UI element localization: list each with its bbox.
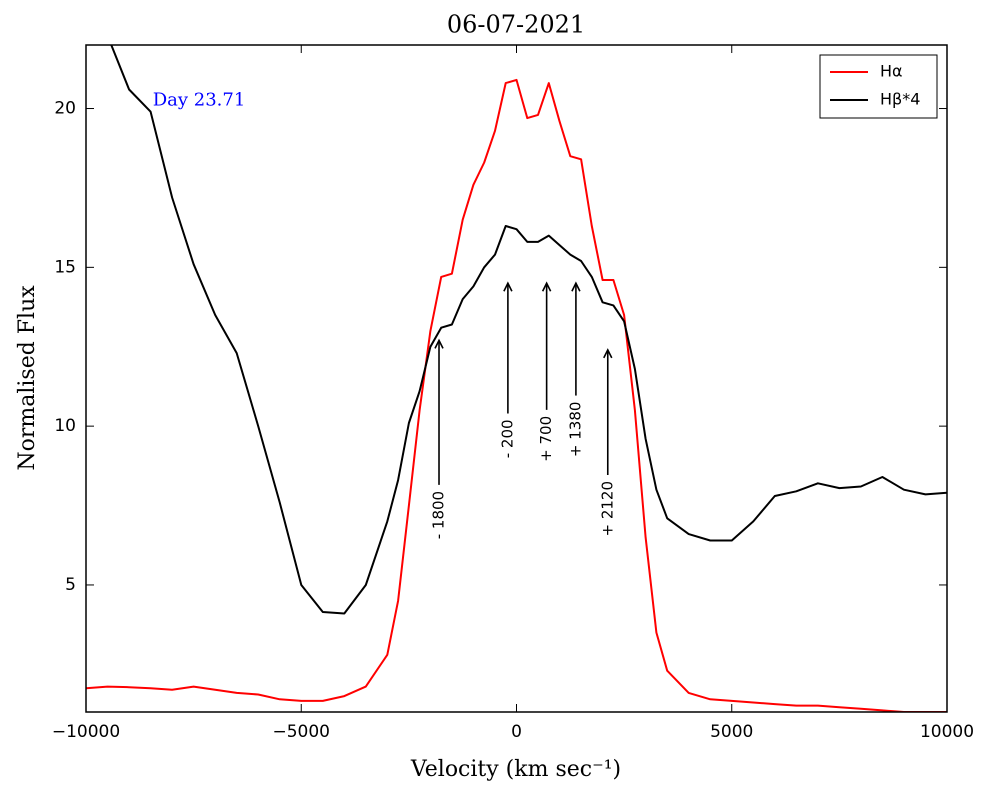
x-tick-label: 0: [511, 722, 522, 742]
annotation: - 1800: [430, 491, 448, 539]
series-line: [86, 78, 947, 712]
y-tick-label: 20: [54, 99, 76, 119]
annotation: + 2120: [598, 481, 616, 537]
x-tick-label: 5000: [710, 722, 753, 742]
arrow-head: [503, 281, 513, 292]
legend-label: Hβ*4: [880, 90, 920, 109]
y-tick-label: 10: [54, 416, 76, 436]
arrow-head: [541, 281, 552, 292]
plot-area: [86, 45, 947, 712]
annotation: Day 23.71: [153, 90, 246, 111]
annotation: - 200: [498, 419, 516, 458]
series-line: [110, 45, 947, 615]
annotation: + 700: [537, 416, 555, 462]
chart-title: 06-07-2021: [447, 11, 585, 39]
x-tick-label: 10000: [920, 722, 974, 742]
x-tick-label: −10000: [52, 722, 120, 742]
x-tick-label: −5000: [272, 722, 330, 742]
y-tick-label: 15: [54, 257, 76, 277]
legend-box: [819, 54, 938, 119]
y-tick-label: 5: [65, 575, 76, 595]
plot-frame: [85, 44, 948, 713]
arrow-head: [434, 338, 444, 349]
annotation: + 1380: [566, 402, 584, 458]
legend-label: Hα: [880, 62, 903, 81]
arrow-head: [571, 281, 581, 292]
x-axis-label: Velocity (km sec⁻¹): [410, 757, 621, 782]
y-axis-label: Normalised Flux: [15, 285, 40, 471]
arrow-head: [603, 348, 613, 359]
